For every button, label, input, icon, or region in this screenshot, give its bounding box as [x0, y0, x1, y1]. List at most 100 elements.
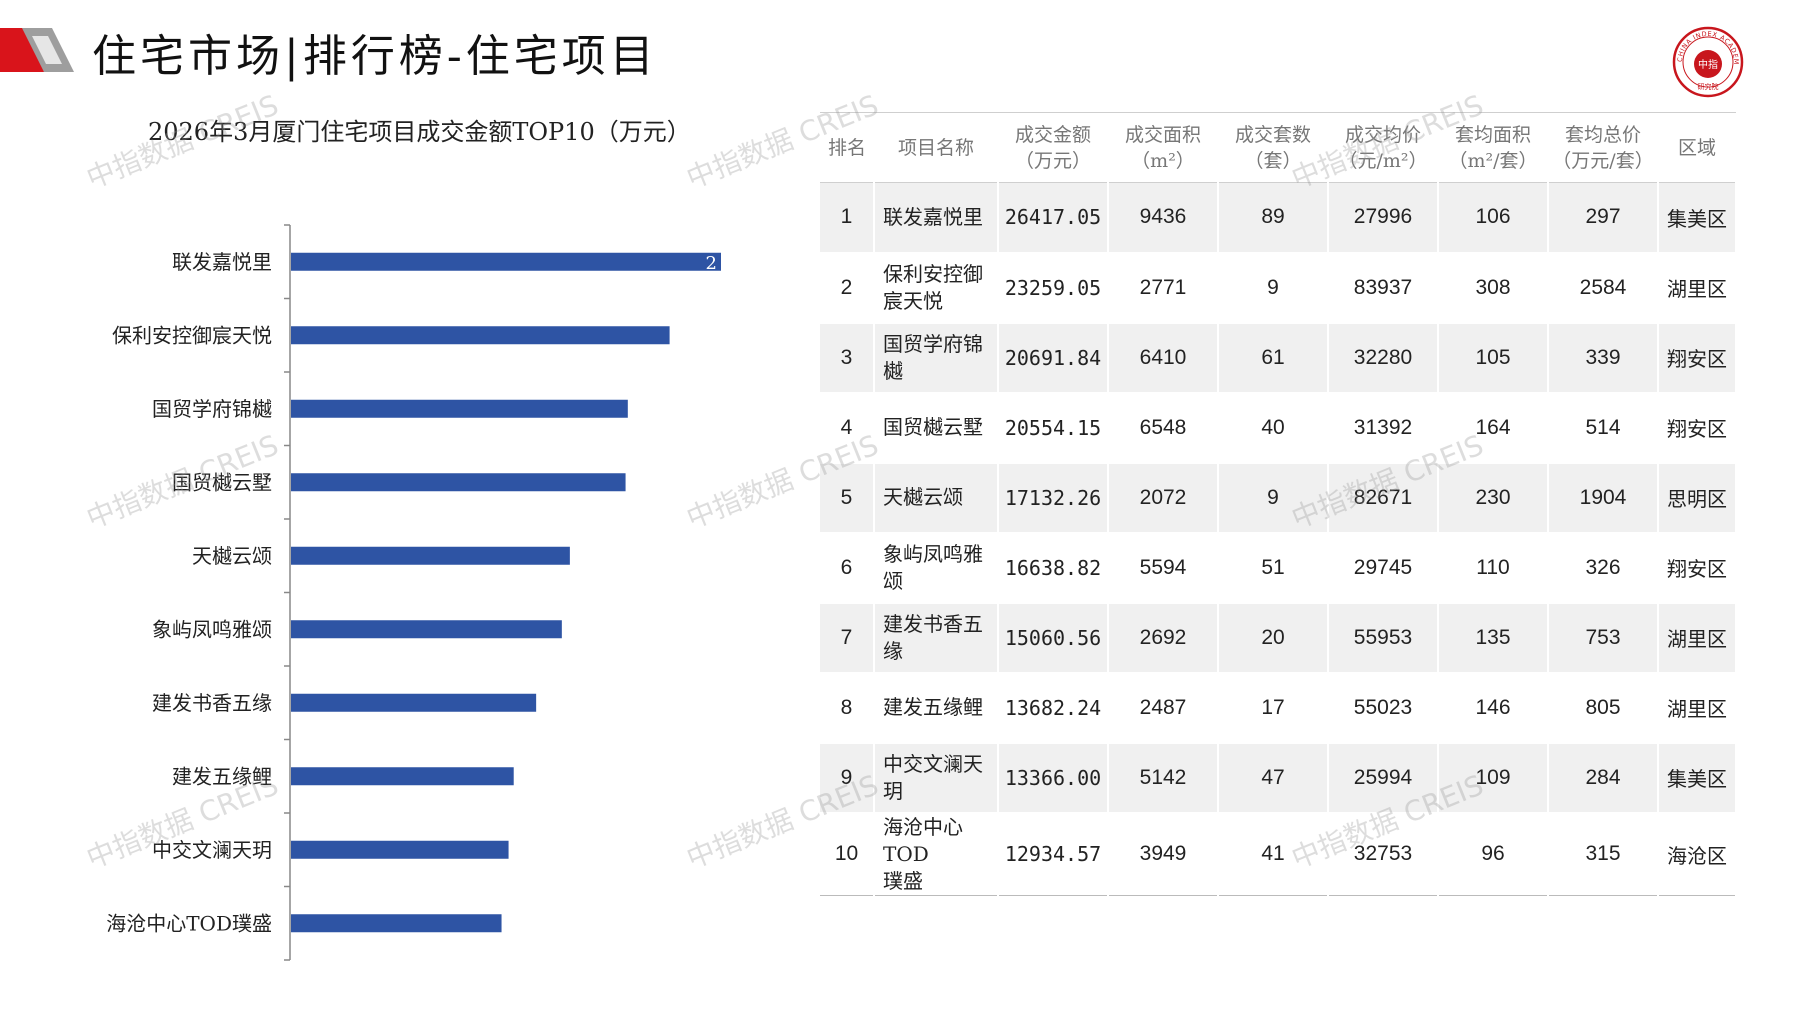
- cell-name: 象屿凤鸣雅颂: [874, 532, 999, 603]
- column-header: 成交套数 （套）: [1218, 112, 1328, 183]
- china-index-academy-logo: CHINA INDEX ACADEMY 中指 研究院: [1672, 26, 1744, 98]
- cell-amount: 13682.24: [998, 672, 1109, 743]
- cell-amount: 23259.05: [998, 252, 1109, 323]
- cell-area: 5142: [1108, 742, 1219, 813]
- cell-rank: 2: [820, 252, 875, 323]
- cell-name: 建发五缘鲤: [874, 672, 999, 743]
- ranking-table: 排名 项目名称 成交金额 （万元） 成交面积 （m²） 成交套数 （套） 成交均价 （元/m²）套…: [820, 112, 1737, 896]
- cell-avg-area: 230: [1438, 462, 1549, 533]
- bar: [291, 767, 514, 786]
- cell-amount: 17132.26: [998, 462, 1109, 533]
- category-label: 中交文澜天玥: [152, 838, 272, 862]
- category-label: 联发嘉悦里: [172, 250, 272, 274]
- bar: [291, 399, 628, 418]
- column-header: 套均总价 （万元/套）: [1548, 112, 1658, 183]
- column-header: 成交面积 （m²）: [1108, 112, 1218, 183]
- cell-area: 9436: [1108, 182, 1219, 253]
- category-label: 保利安控御宸天悦: [112, 323, 272, 347]
- table-row: 3 国贸学府锦樾 20691.84 6410 61 32280 105 339 翔安区: [820, 322, 1737, 393]
- bar: [291, 252, 721, 271]
- cell-name: 建发书香五缘: [874, 602, 999, 673]
- cell-avg-area: 135: [1438, 602, 1549, 673]
- cell-rank: 6: [820, 532, 875, 603]
- cell-avg-area: 164: [1438, 392, 1549, 463]
- cell-amount: 26417.05: [998, 182, 1109, 253]
- cell-avg-total: 514: [1548, 392, 1659, 463]
- cell-district: 湖里区: [1658, 252, 1737, 323]
- cell-avg-total: 326: [1548, 532, 1659, 603]
- cell-units: 40: [1218, 392, 1329, 463]
- cell-units: 9: [1218, 462, 1329, 533]
- logo-bottom-text: 研究院: [1698, 82, 1719, 91]
- table-row: 2 保利安控御 宸天悦 23259.05 2771 9 83937 308 2584 湖里区: [820, 252, 1737, 323]
- cell-rank: 8: [820, 672, 875, 743]
- cell-rank: 4: [820, 392, 875, 463]
- cell-avg-price: 29745: [1328, 532, 1439, 603]
- bar: [291, 840, 509, 859]
- cell-area: 5594: [1108, 532, 1219, 603]
- page-title: 住宅市场|排行榜-住宅项目: [92, 31, 658, 82]
- table-row: 6 象屿凤鸣雅颂 16638.82 5594 51 29745 110 326 翔安区: [820, 532, 1737, 603]
- cell-area: 2487: [1108, 672, 1219, 743]
- cell-area: 2692: [1108, 602, 1219, 673]
- category-label: 建发书香五缘: [152, 691, 272, 715]
- cell-units: 61: [1218, 322, 1329, 393]
- cell-district: 集美区: [1658, 182, 1737, 253]
- column-header: 项目名称: [874, 112, 998, 183]
- cell-avg-area: 109: [1438, 742, 1549, 813]
- category-label: 海沧中心TOD璞盛: [106, 911, 272, 935]
- logo-center-text: 中指: [1698, 58, 1718, 71]
- category-label: 建发五缘鲤: [172, 764, 272, 788]
- cell-area: 3949: [1108, 812, 1219, 895]
- cell-name: 国贸樾云墅: [874, 392, 999, 463]
- cell-district: 海沧区: [1658, 812, 1737, 895]
- category-label: 天樾云颂: [192, 544, 272, 568]
- cell-avg-total: 315: [1548, 812, 1659, 895]
- cell-area: 6548: [1108, 392, 1219, 463]
- table-header-row: 排名 项目名称 成交金额 （万元） 成交面积 （m²） 成交套数 （套） 成交均价 （元/m²）套…: [820, 112, 1736, 183]
- table-body: 1 联发嘉悦里 26417.05 9436 89 27996 106 297 集美区 2 保利安控御…: [820, 182, 1737, 895]
- cell-avg-total: 339: [1548, 322, 1659, 393]
- cell-name: 保利安控御 宸天悦: [874, 252, 999, 323]
- table-row: 5 天樾云颂 17132.26 2072 9 82671 230 1904 思明区: [820, 462, 1737, 533]
- cell-units: 17: [1218, 672, 1329, 743]
- column-header: 排名: [820, 112, 874, 183]
- cell-amount: 13366.00: [998, 742, 1109, 813]
- cell-district: 湖里区: [1658, 672, 1737, 743]
- cell-avg-price: 32753: [1328, 812, 1439, 895]
- cell-district: 集美区: [1658, 742, 1737, 813]
- cell-amount: 12934.57: [998, 812, 1109, 895]
- cell-avg-total: 2584: [1548, 252, 1659, 323]
- cell-rank: 10: [820, 812, 875, 895]
- cell-avg-price: 25994: [1328, 742, 1439, 813]
- cell-avg-total: 805: [1548, 672, 1659, 743]
- cell-name: 国贸学府锦樾: [874, 322, 999, 393]
- column-header: 套均面积 （m²/套）: [1438, 112, 1548, 183]
- cell-name: 天樾云颂: [874, 462, 999, 533]
- cell-avg-price: 55023: [1328, 672, 1439, 743]
- cell-avg-price: 27996: [1328, 182, 1439, 253]
- cell-avg-price: 83937: [1328, 252, 1439, 323]
- table-row: 7 建发书香五缘 15060.56 2692 20 55953 135 753 湖里区: [820, 602, 1737, 673]
- cell-district: 翔安区: [1658, 392, 1737, 463]
- column-header: 成交均价 （元/m²）: [1328, 112, 1438, 183]
- cell-avg-total: 1904: [1548, 462, 1659, 533]
- category-label: 象屿凤鸣雅颂: [152, 617, 272, 641]
- cell-amount: 15060.56: [998, 602, 1109, 673]
- cell-units: 9: [1218, 252, 1329, 323]
- chart-title: 2026年3月厦门住宅项目成交金额TOP10（万元）: [148, 118, 691, 146]
- category-label: 国贸学府锦樾: [152, 397, 272, 421]
- cell-avg-total: 753: [1548, 602, 1659, 673]
- cell-area: 6410: [1108, 322, 1219, 393]
- cell-name: 海沧中心TOD 璞盛: [874, 812, 999, 895]
- cell-amount: 20554.15: [998, 392, 1109, 463]
- cell-area: 2072: [1108, 462, 1219, 533]
- cell-rank: 1: [820, 182, 875, 253]
- cell-avg-price: 31392: [1328, 392, 1439, 463]
- bar: [291, 693, 537, 712]
- table-row: 9 中交文澜天玥 13366.00 5142 47 25994 109 284 集美区: [820, 742, 1737, 813]
- column-header: 成交金额 （万元）: [998, 112, 1108, 183]
- cell-avg-area: 308: [1438, 252, 1549, 323]
- cell-units: 20: [1218, 602, 1329, 673]
- cell-avg-area: 96: [1438, 812, 1549, 895]
